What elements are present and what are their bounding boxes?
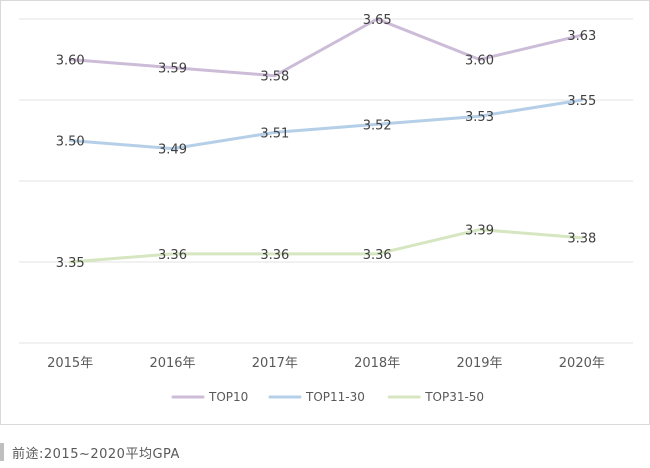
- caption-accent-bar: [0, 443, 4, 461]
- data-label: 3.36: [363, 248, 392, 263]
- data-label: 3.38: [567, 232, 596, 247]
- legend-item: TOP31-50: [387, 390, 484, 404]
- x-tick-label: 2020年: [559, 356, 605, 371]
- series-lines: [68, 17, 584, 264]
- series-line-top11-30: [68, 98, 584, 151]
- data-label: 3.52: [363, 118, 392, 133]
- data-labels: 3.60 3.59 3.58 3.65 3.60 3.63 3.50 3.49 3.51 3.52…: [56, 13, 597, 271]
- x-tick-label: 2015年: [47, 356, 93, 371]
- data-label: 3.50: [56, 135, 85, 150]
- gridlines: [19, 18, 633, 344]
- data-label: 3.53: [465, 110, 494, 125]
- legend-label: TOP31-50: [424, 390, 484, 404]
- x-tick-label: 2016年: [149, 356, 195, 371]
- data-label: 3.51: [260, 126, 289, 141]
- x-axis-ticks: 2015年 2016年 2017年 2018年 2019年 2020年: [47, 356, 605, 371]
- legend-item: TOP11-30: [268, 390, 365, 404]
- data-label: 3.59: [158, 62, 187, 77]
- x-tick-label: 2018年: [354, 356, 400, 371]
- legend: TOP10 TOP11-30 TOP31-50: [171, 390, 484, 404]
- legend-label: TOP10: [208, 390, 248, 404]
- data-label: 3.49: [158, 143, 187, 158]
- data-label: 3.39: [465, 224, 494, 239]
- chart-frame: 3.60 3.59 3.58 3.65 3.60 3.63 3.50 3.49 3.51 3.52…: [0, 0, 650, 425]
- series-line-top31-50: [68, 228, 584, 264]
- x-tick-label: 2017年: [252, 356, 298, 371]
- data-label: 3.55: [567, 94, 596, 109]
- caption: 前途:2015~2020平均GPA: [0, 442, 180, 462]
- data-label: 3.36: [260, 248, 289, 263]
- legend-label: TOP11-30: [305, 390, 365, 404]
- caption-text: 前途:2015~2020平均GPA: [12, 446, 180, 462]
- x-tick-label: 2019年: [456, 356, 502, 371]
- data-label: 3.35: [56, 256, 85, 271]
- legend-item: TOP10: [171, 390, 248, 404]
- line-chart: 3.60 3.59 3.58 3.65 3.60 3.63 3.50 3.49 3.51 3.52…: [19, 13, 633, 404]
- data-label: 3.60: [56, 54, 85, 69]
- data-label: 3.60: [465, 54, 494, 69]
- data-label: 3.63: [567, 29, 596, 44]
- series-line-top10: [68, 17, 584, 78]
- data-label: 3.58: [260, 70, 289, 85]
- data-label: 3.36: [158, 248, 187, 263]
- data-label: 3.65: [363, 13, 392, 28]
